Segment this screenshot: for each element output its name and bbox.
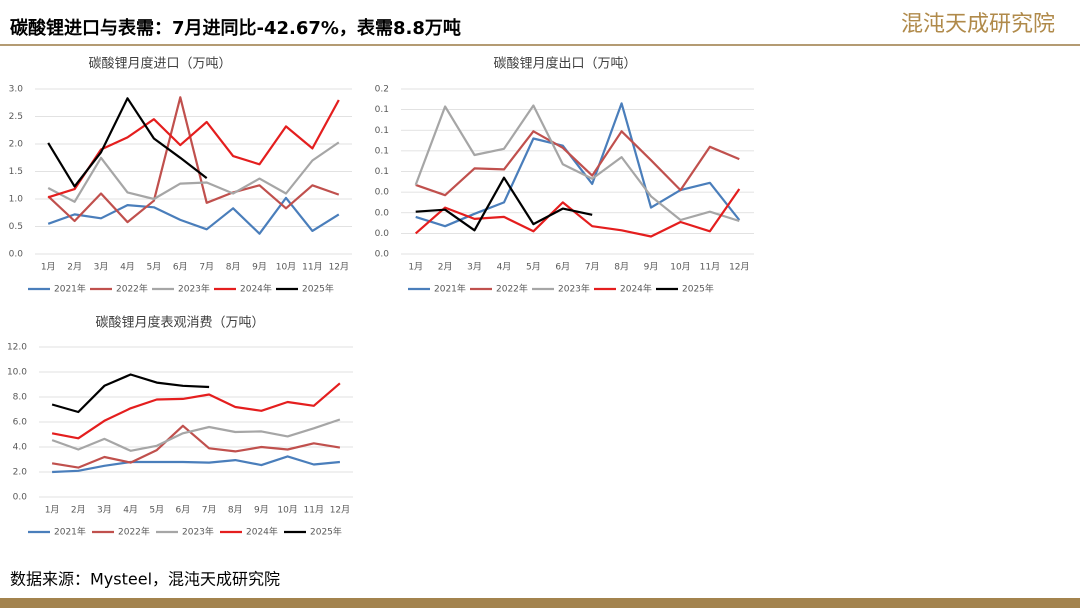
y-tick-label: 0.1	[375, 146, 389, 156]
y-tick-label: 3.0	[9, 85, 24, 95]
slide-title: 碳酸锂进口与表需：7月进同比-42.67%，表需8.8万吨	[10, 17, 461, 39]
x-tick-label: 12月	[329, 262, 349, 273]
x-tick-label: 9月	[644, 262, 659, 273]
x-tick-label: 2月	[67, 262, 82, 273]
series-line	[47, 99, 340, 199]
y-tick-label: 10.0	[7, 368, 27, 378]
x-tick-label: 5月	[149, 505, 164, 516]
x-tick-label: 3月	[97, 505, 112, 516]
y-tick-label: 2.5	[9, 112, 23, 122]
x-tick-label: 12月	[729, 262, 749, 273]
legend-label: 2024年	[240, 283, 272, 295]
x-tick-label: 1月	[408, 262, 423, 273]
y-tick-label: 0.1	[375, 105, 389, 115]
y-tick-label: 0.1	[375, 126, 389, 136]
x-tick-label: 10月	[276, 262, 296, 273]
series-line	[51, 373, 210, 414]
x-tick-label: 9月	[252, 262, 267, 273]
legend-label: 2023年	[178, 283, 210, 295]
x-tick-label: 10月	[670, 262, 690, 273]
x-tick-label: 8月	[614, 262, 629, 273]
footer-bar	[0, 598, 1080, 608]
x-tick-label: 5月	[526, 262, 541, 273]
legend-label: 2023年	[558, 283, 590, 295]
y-tick-label: 4.0	[13, 443, 28, 453]
x-tick-label: 2月	[71, 505, 86, 516]
series-line	[415, 102, 741, 228]
series-line	[47, 96, 340, 224]
x-tick-label: 11月	[304, 505, 324, 516]
y-tick-label: 2.0	[9, 140, 24, 150]
x-tick-label: 7月	[202, 505, 217, 516]
y-tick-label: 2.0	[13, 468, 28, 478]
x-tick-label: 11月	[302, 262, 322, 273]
legend-label: 2024年	[620, 283, 652, 295]
legend-label: 2021年	[54, 283, 86, 295]
x-tick-label: 9月	[254, 505, 269, 516]
series-line	[51, 424, 341, 469]
series-line	[414, 104, 740, 223]
y-tick-label: 0.2	[375, 85, 389, 95]
legend-label: 2023年	[182, 526, 214, 538]
y-tick-label: 12.0	[7, 343, 27, 353]
x-tick-label: 7月	[585, 262, 600, 273]
x-tick-label: 2月	[438, 262, 453, 273]
y-tick-label: 0.0	[13, 493, 28, 503]
x-tick-label: 6月	[176, 505, 191, 516]
legend-label: 2025年	[682, 283, 714, 295]
chart-title: 碳酸锂月度进口（万吨）	[88, 56, 231, 72]
x-tick-label: 3月	[94, 262, 109, 273]
y-tick-label: 0.0	[375, 188, 390, 198]
series-line	[415, 130, 740, 197]
x-tick-label: 8月	[228, 505, 243, 516]
x-tick-label: 7月	[199, 262, 214, 273]
y-tick-label: 6.0	[13, 418, 28, 428]
series-line	[51, 382, 341, 440]
series-line	[414, 188, 741, 238]
source-note: 数据来源：Mysteel，混沌天成研究院	[10, 570, 280, 589]
y-tick-label: 0.0	[375, 250, 390, 260]
chart-title: 碳酸锂月度表观消费（万吨）	[95, 315, 264, 331]
y-tick-label: 0.1	[375, 167, 389, 177]
x-tick-label: 10月	[277, 505, 297, 516]
x-tick-label: 5月	[147, 262, 162, 273]
x-tick-label: 11月	[700, 262, 720, 273]
x-tick-label: 6月	[555, 262, 570, 273]
y-tick-label: 8.0	[13, 393, 28, 403]
legend-label: 2024年	[246, 526, 278, 538]
legend-label: 2022年	[496, 283, 528, 295]
series-line	[47, 141, 340, 203]
x-tick-label: 1月	[41, 262, 56, 273]
x-tick-label: 1月	[45, 505, 60, 516]
x-tick-label: 3月	[467, 262, 482, 273]
chart-title: 碳酸锂月度出口（万吨）	[493, 56, 636, 72]
x-tick-label: 4月	[123, 505, 138, 516]
y-tick-label: 0.5	[9, 222, 23, 232]
y-tick-label: 0.0	[9, 250, 24, 260]
x-tick-label: 4月	[497, 262, 512, 273]
legend-label: 2022年	[118, 526, 150, 538]
y-tick-label: 1.0	[9, 195, 24, 205]
x-tick-label: 12月	[330, 505, 350, 516]
legend-label: 2021年	[54, 526, 86, 538]
legend-label: 2025年	[302, 283, 334, 295]
y-tick-label: 0.0	[375, 208, 390, 218]
series-line	[52, 455, 341, 474]
series-line	[47, 97, 208, 188]
legend-label: 2025年	[310, 526, 342, 538]
legend-label: 2021年	[434, 283, 466, 295]
series-line	[415, 176, 593, 232]
x-tick-label: 8月	[226, 262, 241, 273]
y-tick-label: 0.0	[375, 229, 390, 239]
x-tick-label: 4月	[120, 262, 135, 273]
x-tick-label: 6月	[173, 262, 188, 273]
legend-label: 2022年	[116, 283, 148, 295]
logo: 混沌天成研究院	[901, 12, 1055, 37]
y-tick-label: 1.5	[9, 167, 23, 177]
series-line	[51, 418, 341, 452]
